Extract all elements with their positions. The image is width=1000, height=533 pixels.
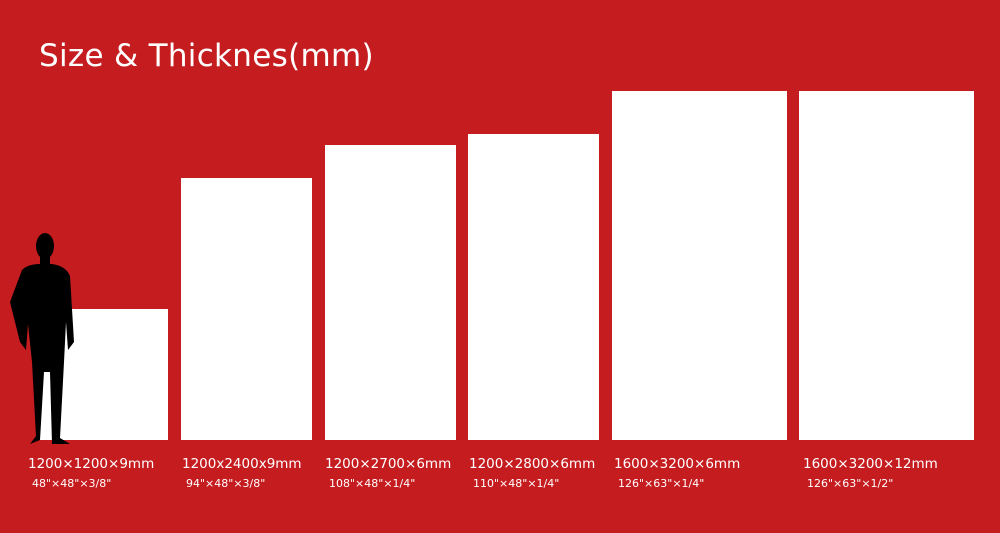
size-mm: 1600×3200×6mm <box>614 456 741 472</box>
slab-1200x2400 <box>181 178 312 440</box>
size-inch: 108"×48"×1/4" <box>329 477 416 490</box>
size-label-6: 1600×3200×12mm 126"×63"×1/2" <box>803 456 938 490</box>
slab-1600x3200-6 <box>612 91 787 440</box>
size-inch: 126"×63"×1/4" <box>618 477 705 490</box>
size-mm: 1200×2700×6mm <box>325 456 452 472</box>
size-inch: 94"×48"×3/8" <box>186 477 266 490</box>
size-label-3: 1200×2700×6mm 108"×48"×1/4" <box>325 456 451 490</box>
size-mm: 1600×3200×12mm <box>803 456 938 472</box>
slab-1200x2700 <box>325 145 456 440</box>
slab-1600x3200-12 <box>799 91 974 440</box>
size-mm: 1200×1200×9mm <box>28 456 155 472</box>
size-inch: 110"×48"×1/4" <box>473 477 560 490</box>
size-label-4: 1200×2800×6mm 110"×48"×1/4" <box>469 456 595 490</box>
businessman-silhouette-icon <box>10 233 74 444</box>
size-label-5: 1600×3200×6mm 126"×63"×1/4" <box>614 456 740 490</box>
size-label-1: 1200×1200×9mm 48"×48"×3/8" <box>28 456 154 490</box>
size-label-2: 1200x2400x9mm 94"×48"×3/8" <box>182 456 302 490</box>
slab-1200x2800 <box>468 134 599 440</box>
size-inch: 126"×63"×1/2" <box>807 477 894 490</box>
size-inch: 48"×48"×3/8" <box>32 477 112 490</box>
size-mm: 1200×2800×6mm <box>469 456 596 472</box>
page-title: Size & Thicknes(mm) <box>39 38 374 74</box>
size-mm: 1200x2400x9mm <box>182 456 302 472</box>
